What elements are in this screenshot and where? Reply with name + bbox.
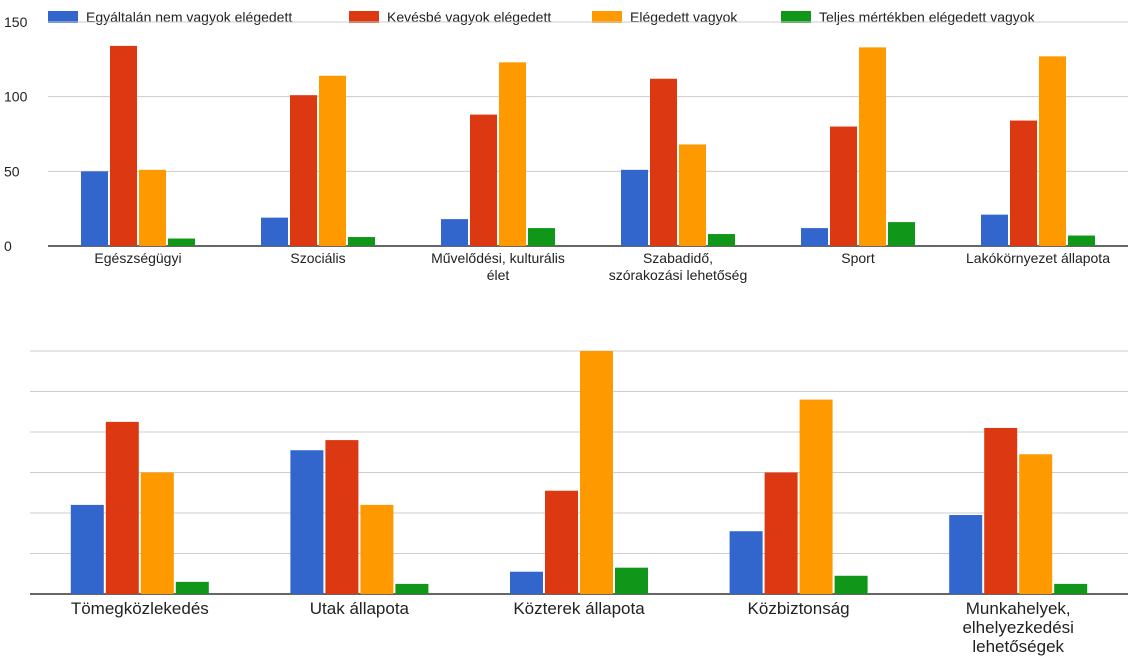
bar-chart2-cat1-series2 xyxy=(105,421,139,594)
legend-label-1: Egyáltalán nem vagyok elégedett xyxy=(86,9,292,25)
category-label: Szociális xyxy=(290,250,345,266)
bar-chart1-cat6-series3 xyxy=(1039,56,1066,247)
bar-chart1-cat6-series4 xyxy=(1068,235,1095,246)
category-label: Egészségügyi xyxy=(94,250,181,266)
bar-chart1-cat4-series1 xyxy=(621,169,648,246)
legend-swatch-1 xyxy=(48,11,78,23)
bar-chart2-cat4-series3 xyxy=(799,399,833,594)
category-label: Művelődési, kulturális xyxy=(431,250,565,266)
y-tick-label: 100 xyxy=(4,89,28,105)
category-label: Sport xyxy=(841,250,875,266)
bar-chart2-cat1-series1 xyxy=(70,504,104,594)
bar-chart2-cat3-series3 xyxy=(580,351,613,594)
bar-chart2-cat2-series3 xyxy=(360,504,394,594)
bar-chart1-cat4-series4 xyxy=(708,234,735,246)
bar-chart1-cat6-series1 xyxy=(981,214,1008,246)
legend-label-2: Kevésbé vagyok elégedett xyxy=(387,9,551,25)
category-label: Közbiztonság xyxy=(748,599,850,618)
bar-chart1-cat1-series3 xyxy=(139,169,166,246)
category-label: Közterek állapota xyxy=(513,599,645,618)
legend-swatch-3 xyxy=(592,11,622,23)
bar-chart1-cat2-series4 xyxy=(348,237,375,246)
category-label: szórakozási lehetőség xyxy=(609,267,748,283)
legend-swatch-4 xyxy=(781,11,811,23)
legend: Egyáltalán nem vagyok elégedett Kevésbé v… xyxy=(48,9,1036,25)
bar-chart2-cat2-series2 xyxy=(325,440,359,594)
category-label: Tömegközlekedés xyxy=(71,599,209,618)
bar-chart2-cat5-series2 xyxy=(984,427,1018,594)
y-tick-label: 0 xyxy=(4,238,12,254)
legend-label-3: Elégedett vagyok xyxy=(630,9,738,25)
category-label: Munkahelyek, xyxy=(966,599,1071,618)
bar-chart2-cat1-series4 xyxy=(175,581,209,594)
bar-chart2-cat2-series4 xyxy=(395,583,429,594)
chart2-category-labels: Tömegközlekedés Utak állapota Közterek áll… xyxy=(71,599,1074,656)
legend-label-4: Teljes mértékben elégedett vagyok xyxy=(819,9,1036,25)
bar-chart2-cat4-series4 xyxy=(834,575,868,594)
bar-chart1-cat5-series2 xyxy=(830,126,857,246)
bar-chart2-cat1-series3 xyxy=(140,472,174,594)
chart2-gridlines xyxy=(30,350,1128,595)
bar-chart2-cat3-series2 xyxy=(545,490,578,594)
chart1-category-labels: Egészségügyi Szociális Művelődési, kulturá… xyxy=(94,250,1110,283)
bar-chart1-cat3-series3 xyxy=(499,62,526,246)
bar-chart2-cat5-series4 xyxy=(1054,583,1088,594)
bar-chart2-cat5-series1 xyxy=(949,515,983,594)
chart1-gridlines xyxy=(48,21,1128,247)
bar-chart1-cat2-series3 xyxy=(319,75,346,246)
bar-chart2-cat3-series4 xyxy=(615,567,648,594)
category-label: Utak állapota xyxy=(310,599,410,618)
bar-chart1-cat5-series3 xyxy=(859,47,886,247)
bar-chart1-cat5-series1 xyxy=(801,228,828,246)
bar-chart1-cat4-series2 xyxy=(650,78,677,246)
category-label: elhelyezkedési xyxy=(962,618,1074,637)
bar-chart1-cat3-series2 xyxy=(470,114,497,246)
category-label: lehetőségek xyxy=(972,637,1064,656)
chart2-bars xyxy=(70,351,1088,594)
y-tick-label: 150 xyxy=(4,14,28,30)
bar-chart2-cat3-series1 xyxy=(510,571,543,594)
bar-chart1-cat2-series2 xyxy=(290,95,317,246)
bar-chart1-cat1-series2 xyxy=(110,45,137,246)
bar-chart1-cat5-series4 xyxy=(888,222,915,246)
bar-chart1-cat4-series3 xyxy=(679,144,706,246)
bar-chart1-cat6-series2 xyxy=(1010,120,1037,246)
bar-chart1-cat1-series1 xyxy=(81,171,108,246)
bar-chart1-cat2-series1 xyxy=(261,217,288,246)
chart1-y-tick-labels: 0 50 100 150 xyxy=(4,14,28,254)
bar-chart1-cat3-series4 xyxy=(528,228,555,246)
bar-chart2-cat5-series3 xyxy=(1019,454,1053,594)
legend-swatch-2 xyxy=(349,11,379,23)
category-label: Szabadidő, xyxy=(643,250,713,266)
bar-chart2-cat4-series1 xyxy=(729,531,763,594)
y-tick-label: 50 xyxy=(4,163,20,179)
category-label: Lakókörnyezet állapota xyxy=(966,250,1110,266)
bar-chart1-cat1-series4 xyxy=(168,238,195,246)
category-label: élet xyxy=(487,267,510,283)
bar-chart2-cat4-series2 xyxy=(764,472,798,594)
bar-chart1-cat3-series1 xyxy=(441,219,468,246)
bar-chart2-cat2-series1 xyxy=(290,450,324,594)
chart1-bars xyxy=(81,45,1095,247)
